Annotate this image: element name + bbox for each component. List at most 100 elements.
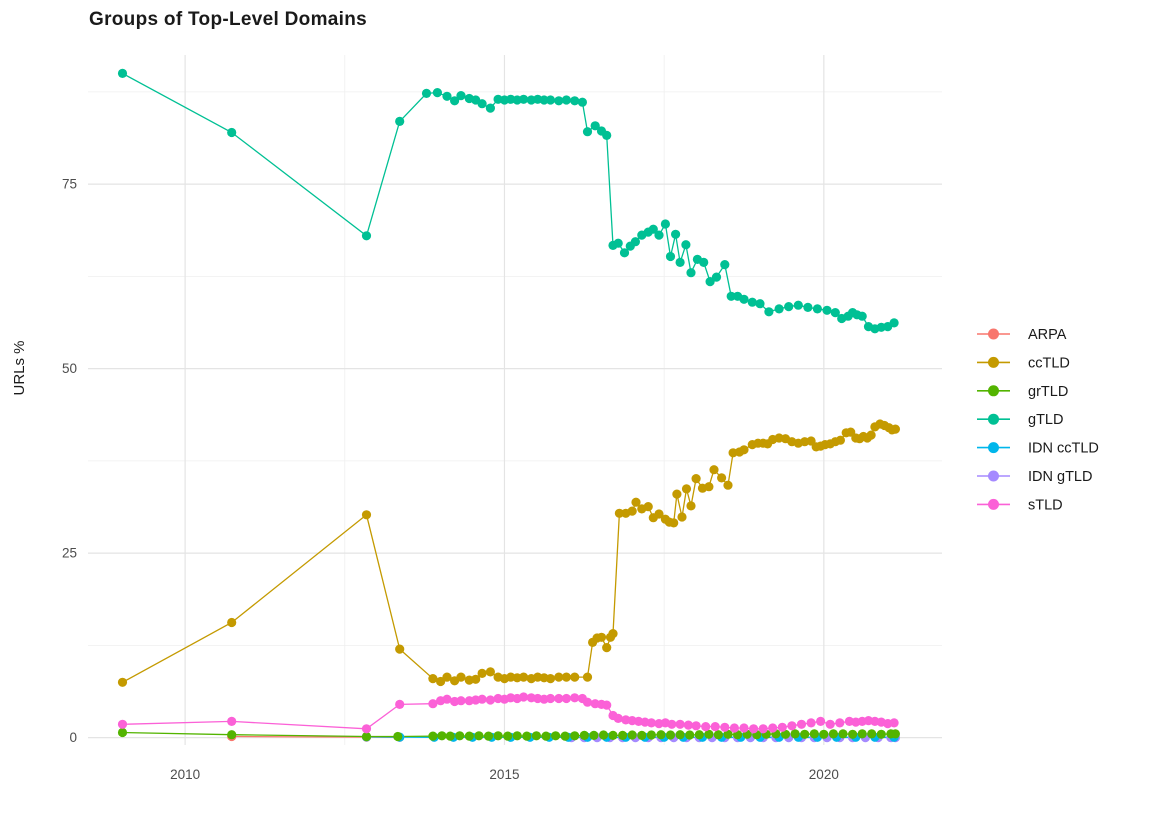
data-point (675, 719, 685, 729)
data-point (428, 731, 438, 741)
data-point (117, 68, 128, 78)
data-point (608, 629, 618, 639)
data-point (780, 729, 791, 739)
data-point (691, 721, 701, 731)
data-point (117, 727, 128, 738)
data-point (561, 672, 572, 682)
data-point (704, 482, 714, 492)
y-tick-label: 0 (69, 730, 77, 745)
data-point (710, 722, 720, 732)
data-point (889, 318, 899, 328)
data-point (554, 96, 564, 106)
data-point (822, 305, 832, 315)
data-point (545, 693, 556, 704)
data-point (654, 509, 664, 519)
data-point (777, 722, 787, 732)
data-point (456, 91, 466, 101)
data-point (667, 719, 677, 729)
legend-label: IDN ccTLD (1028, 441, 1099, 457)
data-point (393, 731, 403, 742)
data-point (720, 722, 730, 732)
data-point (627, 730, 637, 740)
data-point (437, 731, 447, 741)
data-point (800, 729, 810, 739)
series-points-gTLD (117, 68, 899, 334)
data-point (675, 257, 685, 267)
data-point (471, 674, 481, 684)
data-point (699, 257, 709, 267)
data-point (442, 672, 452, 682)
data-point (764, 307, 774, 317)
data-point (442, 694, 452, 704)
data-point (551, 731, 561, 741)
data-point (720, 260, 730, 270)
data-point (545, 95, 556, 105)
x-tick-label: 2010 (170, 767, 200, 782)
data-point (613, 238, 623, 248)
data-point (395, 644, 405, 654)
data-point (790, 729, 800, 739)
data-point (522, 731, 532, 741)
data-point (455, 731, 465, 741)
legend-item-ccTLD: ccTLD (977, 355, 1070, 371)
data-point (531, 731, 542, 741)
legend-item-gTLD: gTLD (977, 412, 1063, 428)
series-points-ccTLD (117, 419, 901, 687)
legend-key-point (988, 442, 999, 454)
data-point (677, 512, 687, 522)
data-point (436, 676, 446, 687)
data-point (570, 731, 580, 741)
data-point (421, 88, 432, 98)
data-point (570, 672, 580, 682)
data-point (570, 693, 580, 703)
data-point (582, 697, 593, 707)
legend-key-point (988, 498, 999, 510)
data-point (681, 484, 692, 494)
x-tick-label: 2020 (809, 767, 839, 782)
data-point (758, 724, 768, 734)
data-point (519, 672, 529, 682)
data-point (614, 508, 625, 518)
x-tick-label: 2015 (489, 767, 519, 782)
data-point (793, 300, 803, 310)
data-point (787, 721, 797, 731)
data-point (512, 731, 522, 741)
legend-label: IDN gTLD (1028, 469, 1092, 485)
data-point (227, 127, 237, 138)
series-layer (117, 68, 901, 743)
data-point (602, 643, 612, 653)
data-point (227, 730, 237, 740)
legend-key-point (988, 328, 999, 340)
y-axis-tick-labels: 0 25 50 75 (62, 177, 77, 745)
data-point (485, 103, 495, 113)
data-point (713, 730, 724, 740)
data-point (806, 718, 816, 728)
data-point (816, 716, 826, 727)
data-point (729, 723, 740, 733)
data-point (654, 230, 664, 240)
data-point (717, 473, 727, 483)
grid-layer (88, 55, 942, 745)
data-point (445, 731, 455, 741)
data-point (656, 730, 666, 740)
data-point (361, 231, 372, 241)
data-point (582, 672, 593, 682)
data-point (711, 272, 722, 282)
data-point (395, 116, 405, 126)
data-point (685, 730, 695, 740)
data-point (493, 731, 503, 741)
legend-item-grTLD: grTLD (977, 384, 1068, 400)
data-point (774, 304, 784, 314)
data-point (630, 237, 641, 247)
legend-label: grTLD (1028, 384, 1068, 400)
data-point (671, 229, 681, 239)
data-point (637, 730, 647, 741)
data-point (361, 724, 372, 734)
data-point (739, 294, 749, 304)
data-point (812, 304, 823, 314)
data-point (835, 435, 846, 445)
data-point (726, 291, 736, 301)
legend-label: gTLD (1028, 412, 1063, 428)
